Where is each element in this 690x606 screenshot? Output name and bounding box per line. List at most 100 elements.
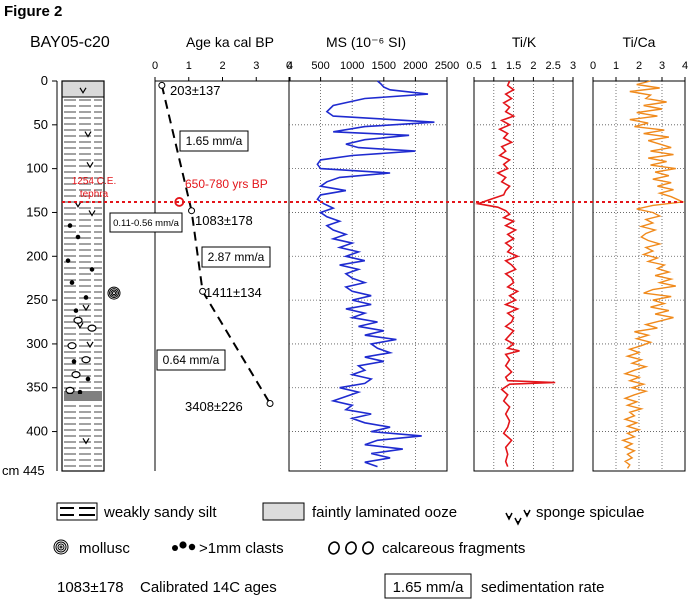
figure-label: Figure 2 [4, 3, 62, 20]
spicule-mark [82, 438, 90, 445]
rate-box-1: 1.65 mm/a [186, 134, 243, 148]
tik-series-line [474, 80, 556, 467]
legend-calcareous: calcareous fragments [382, 540, 525, 557]
depth-tick-label: 300 [26, 336, 48, 351]
legend-clasts: >1mm clasts [199, 540, 284, 557]
x-tick-label: 4 [287, 60, 293, 72]
age-label-2: 1083±178 [195, 213, 253, 228]
spicule-mark [74, 201, 82, 208]
age-label-4: 3408±226 [185, 399, 243, 414]
spicule-mark [79, 87, 87, 94]
panel-frame [473, 80, 574, 472]
tica-panel: 0 1 2 3 4 [590, 60, 688, 472]
tik-panel: 0.5 1 1.5 2 2.5 3 [466, 60, 576, 472]
depth-tick-label: 150 [26, 204, 48, 219]
ms-panel: 0 500 1000 1500 2000 2500 [286, 60, 459, 472]
clast-dot [77, 389, 83, 395]
ooze-symbol [262, 502, 305, 521]
rate-box-3: 2.87 mm/a [208, 250, 265, 264]
x-tick-label: 0 [152, 60, 158, 72]
x-tick-label: 4 [682, 60, 688, 72]
tica-title: Ti/Ca [623, 34, 656, 50]
clast-dot [83, 295, 89, 300]
clast-dot [71, 359, 77, 364]
spicule-icon [505, 509, 531, 526]
tik-title: Ti/K [512, 34, 537, 50]
spicule-mark [86, 161, 94, 169]
silt-symbol [56, 502, 98, 521]
clast-dot [85, 376, 91, 382]
x-tick-label: 1000 [340, 60, 364, 72]
depth-tick-label: 250 [26, 292, 48, 307]
ms-series-line [316, 80, 435, 468]
legend-rate-example: 1.65 mm/a [393, 579, 465, 596]
x-tick-label: 3 [659, 60, 665, 72]
legend-silt: weakly sandy silt [103, 504, 217, 521]
mollusc-ring [110, 289, 118, 297]
clasts-icon [172, 541, 196, 551]
x-tick-label: 2000 [403, 60, 427, 72]
x-tick-label: 2.5 [546, 60, 561, 72]
clast-dot [75, 234, 81, 240]
panel-frame [288, 80, 448, 472]
legend-mollusc: mollusc [79, 540, 130, 557]
x-tick-label: 3 [570, 60, 576, 72]
x-tick-label: 500 [311, 60, 329, 72]
tica-series-line [620, 80, 686, 469]
rate-example-box [384, 573, 472, 599]
mollusc-ring [112, 291, 116, 296]
depth-axis: 0 50 100 150 200 250 300 350 400 [26, 73, 58, 471]
x-tick-label: 1 [491, 60, 497, 72]
clast-dot [89, 267, 95, 272]
x-tick-label: 2500 [435, 60, 459, 72]
mollusc-ring [107, 286, 121, 300]
clast-dot [67, 223, 73, 228]
calcareous-fragment [65, 386, 75, 394]
age-label-3: 1411±134 [205, 285, 262, 300]
lithology-column [61, 80, 121, 472]
clast-dot [65, 258, 71, 263]
depth-tick-label: 100 [26, 161, 48, 176]
core-name: BAY05-c20 [30, 34, 110, 51]
calcareous-fragment [67, 342, 77, 350]
spicule-mark [84, 131, 92, 138]
age-point [188, 207, 196, 215]
x-tick-label: 2 [219, 60, 225, 72]
age-point [158, 81, 166, 89]
legend: weakly sandy silt faintly laminated ooze… [53, 502, 644, 599]
depth-tick-label: 400 [26, 424, 48, 439]
depth-tick-label: 0 [41, 73, 48, 88]
x-tick-label: 2 [636, 60, 642, 72]
age-label-1: 203±137 [170, 83, 221, 98]
x-tick-label: 1 [186, 60, 192, 72]
mollusc-mark [107, 286, 121, 300]
mollusc-ring [109, 288, 119, 299]
x-tick-label: 1 [613, 60, 619, 72]
depth-tick-label: 50 [34, 117, 48, 132]
x-tick-label: 1500 [372, 60, 396, 72]
spicule-mark [76, 322, 84, 329]
tephra-label-1: 1254 C.E. [72, 176, 116, 187]
calcareous-fragment [71, 370, 81, 379]
tephra-label-2: tephra [80, 189, 109, 200]
x-tick-label: 3 [253, 60, 259, 72]
clast-dot [69, 280, 75, 285]
depth-tick-label: 350 [26, 380, 48, 395]
calcareous-fragment [87, 324, 97, 332]
clast-dot [73, 308, 79, 313]
legend-rate-desc: sedimentation rate [481, 579, 604, 596]
x-tick-label: 0.5 [466, 60, 481, 72]
tephra-age-label: 650-780 yrs BP [185, 177, 268, 191]
rate-box-4: 0.64 mm/a [163, 353, 220, 367]
legend-age-example: 1083±178 [57, 579, 124, 596]
spicule-mark [82, 304, 90, 312]
age-depth-model-line [160, 85, 271, 405]
age-title: Age ka cal BP [186, 34, 274, 50]
ms-title: MS (10⁻⁶ SI) [326, 34, 406, 50]
spicule-mark [86, 341, 94, 349]
depth-unit-label: cm 445 [2, 463, 45, 478]
calcareous-icon [328, 541, 374, 555]
age-point [266, 400, 274, 408]
x-tick-label: 2 [530, 60, 536, 72]
